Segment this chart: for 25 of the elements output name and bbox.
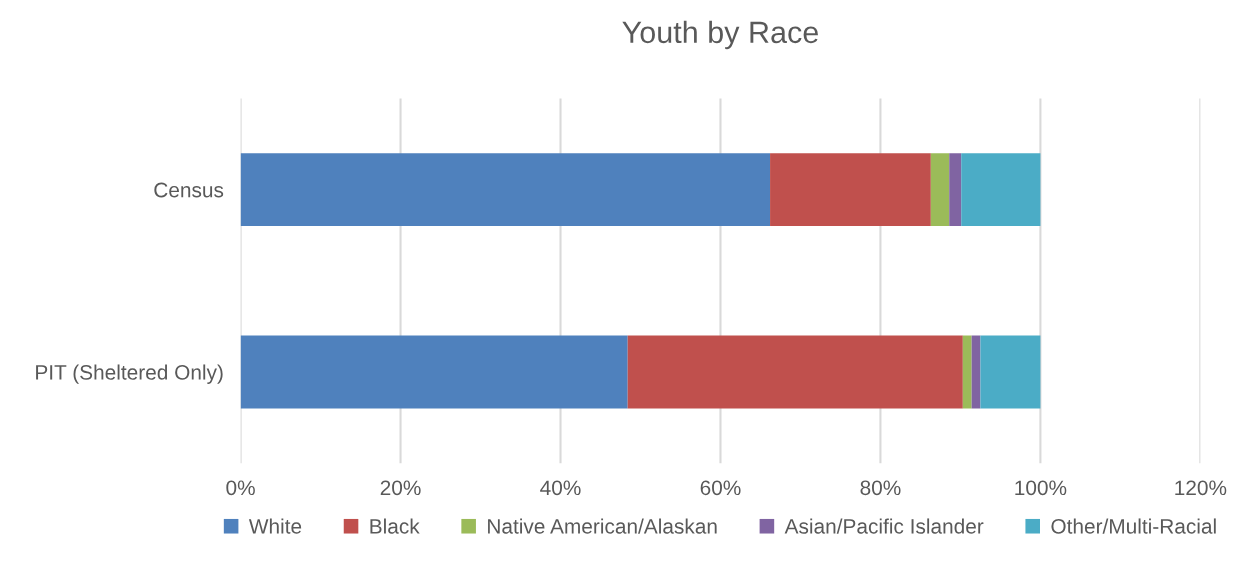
bar xyxy=(949,153,962,227)
x-tick-label: 40% xyxy=(540,480,581,496)
bar xyxy=(627,335,963,409)
legend-label: White xyxy=(248,518,302,534)
chart-title: Youth by Race xyxy=(622,20,818,50)
x-tick-label: 0% xyxy=(226,480,255,496)
x-tick-label: 60% xyxy=(700,480,741,496)
bar xyxy=(770,153,931,227)
legend-label: Other/Multi-Racial xyxy=(1051,518,1216,534)
x-tick-label: 100% xyxy=(1015,480,1067,496)
x-tick-label: 20% xyxy=(380,480,421,496)
bar xyxy=(240,153,771,227)
bar xyxy=(961,153,1041,227)
x-tick-label: 80% xyxy=(860,480,901,496)
legend-label: Black xyxy=(370,518,420,534)
bar xyxy=(240,335,628,409)
y-tick-label: PIT (Sheltered Only) xyxy=(36,364,223,384)
legend-label: Asian/Pacific Islander xyxy=(784,518,984,534)
bar xyxy=(971,335,981,409)
bar xyxy=(930,153,950,227)
legend-label: Native American/Alaskan xyxy=(488,518,717,534)
bar xyxy=(962,335,972,409)
bar xyxy=(980,335,1041,409)
y-tick-label: Census xyxy=(154,182,224,198)
x-tick-label: 120% xyxy=(1175,480,1227,496)
